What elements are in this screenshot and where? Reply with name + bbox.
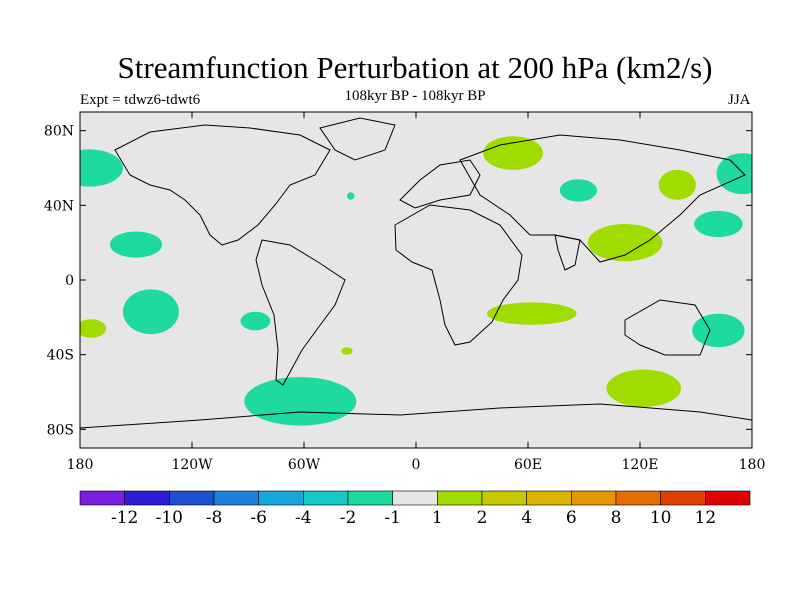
coastline-3 — [394, 204, 523, 346]
colorbar-swatch — [437, 490, 483, 506]
chart-title: Streamfunction Perturbation at 200 hPa (… — [117, 50, 713, 85]
colorbar-label: -12 — [111, 508, 138, 528]
coastline-8 — [80, 403, 752, 448]
y-tick-label: 80N — [44, 124, 74, 140]
region-positive-15 — [80, 319, 107, 338]
region-positive-16 — [341, 347, 353, 355]
colorbar-swatch — [347, 490, 393, 506]
coastline-1 — [319, 117, 396, 161]
colorbar-swatch — [392, 490, 438, 506]
map-content — [80, 117, 752, 448]
colorbar-swatch — [571, 490, 617, 506]
region-negative-4 — [244, 377, 357, 426]
colorbar-swatch — [124, 490, 170, 506]
colorbar-label: -2 — [340, 508, 357, 528]
x-tick-label: 120W — [171, 457, 213, 473]
region-negative-3 — [240, 311, 271, 331]
x-tick-label: 180 — [67, 457, 94, 473]
region-negative-2 — [122, 289, 179, 335]
y-tick-label: 40N — [44, 198, 74, 214]
colorbar-label: -6 — [250, 508, 267, 528]
colorbar-label: 12 — [695, 508, 717, 528]
region-positive-12 — [587, 224, 663, 262]
y-tick-label: 40S — [47, 348, 74, 364]
x-tick-label: 60W — [288, 457, 321, 473]
experiment-label: Expt = tdwz6-tdwt6 — [80, 92, 201, 108]
colorbar-swatch — [258, 490, 304, 506]
x-tick-label: 60E — [514, 457, 542, 473]
colorbar-swatch — [615, 490, 661, 506]
coastline-7 — [624, 299, 711, 356]
region-positive-14 — [606, 369, 682, 407]
coastline-6 — [554, 234, 581, 271]
colorbar-label: 8 — [611, 508, 622, 528]
colorbar-label: -4 — [295, 508, 312, 528]
region-negative-5 — [346, 192, 355, 200]
region-positive-11 — [658, 169, 696, 200]
colorbar-label: 10 — [650, 508, 672, 528]
colorbar-swatch — [303, 490, 349, 506]
y-tick-label: 0 — [65, 273, 74, 289]
colorbar-label: -10 — [156, 508, 183, 528]
colorbar-label: -8 — [206, 508, 223, 528]
region-positive-10 — [483, 136, 543, 170]
coastline-2 — [255, 239, 346, 386]
colorbar-swatch — [705, 490, 751, 506]
coastline-0 — [114, 124, 331, 246]
region-negative-6 — [559, 179, 598, 202]
colorbar-swatch — [79, 490, 125, 506]
coastline-4 — [399, 159, 481, 209]
region-negative-7 — [694, 210, 743, 238]
region-negative-1 — [109, 231, 163, 258]
period-label: 108kyr BP - 108kyr BP — [344, 88, 486, 104]
colorbar-swatch — [213, 490, 259, 506]
coastline-5 — [459, 134, 746, 263]
colorbar-swatch — [169, 490, 215, 506]
region-positive-13 — [486, 302, 577, 325]
colorbar-label: 1 — [432, 508, 443, 528]
colorbar-label: 4 — [521, 508, 532, 528]
season-label: JJA — [728, 92, 751, 108]
x-tick-label: 180 — [739, 457, 766, 473]
colorbar-swatch — [526, 490, 572, 506]
colorbar-label: -1 — [384, 508, 401, 528]
y-tick-label: 80S — [47, 422, 74, 438]
x-tick-label: 120E — [622, 457, 659, 473]
colorbar-swatch — [481, 490, 527, 506]
colorbar-swatch — [660, 490, 706, 506]
x-tick-label: 0 — [412, 457, 421, 473]
colorbar-label: 6 — [566, 508, 577, 528]
colorbar-label: 2 — [477, 508, 488, 528]
region-negative-9 — [692, 313, 745, 348]
region-negative-0 — [80, 149, 123, 187]
